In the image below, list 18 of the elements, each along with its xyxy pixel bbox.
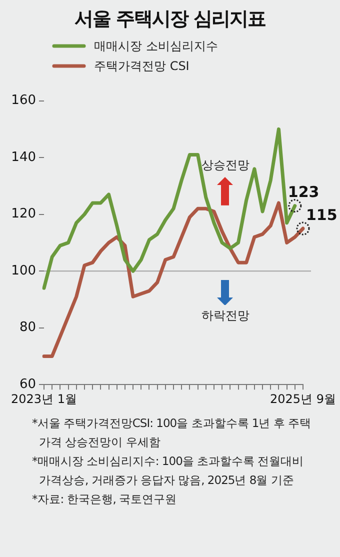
y-tick-label: 60: [19, 376, 36, 392]
data-label: 123: [288, 183, 320, 202]
text: *매매시장 소비심리지수: 100을 초과할수록 전월대비 가격상승, 거래증가 응답자 많음, 2025년 8월 기준: [32, 453, 305, 489]
chart-title: 서울 주택시장 심리지표: [73, 7, 267, 32]
y-tick-label: 160: [11, 93, 36, 108]
text: *서울 주택가격전망CSI: 100을 초과할수록 1년 후 주택가격 상승전망이 우세함: [32, 415, 312, 451]
legend-label: 매매시장 소비심리지수: [94, 38, 218, 54]
annotation: 상승전망: [201, 158, 250, 172]
y-tick-label: 140: [11, 150, 36, 165]
x-tick-label: 2025년 9월: [270, 392, 336, 406]
x-tick-label: 2023년 1월: [11, 392, 77, 406]
text: *자료: 한국은행, 국토연구원: [32, 491, 178, 508]
y-tick-label: 80: [19, 320, 36, 336]
annotation: 하락전망: [201, 308, 250, 323]
legend-label: 주택가격전망 CSI: [94, 58, 190, 74]
y-tick-label: 120: [11, 206, 36, 222]
y-tick-label: 100: [11, 263, 36, 278]
data-label: 115: [306, 206, 338, 224]
